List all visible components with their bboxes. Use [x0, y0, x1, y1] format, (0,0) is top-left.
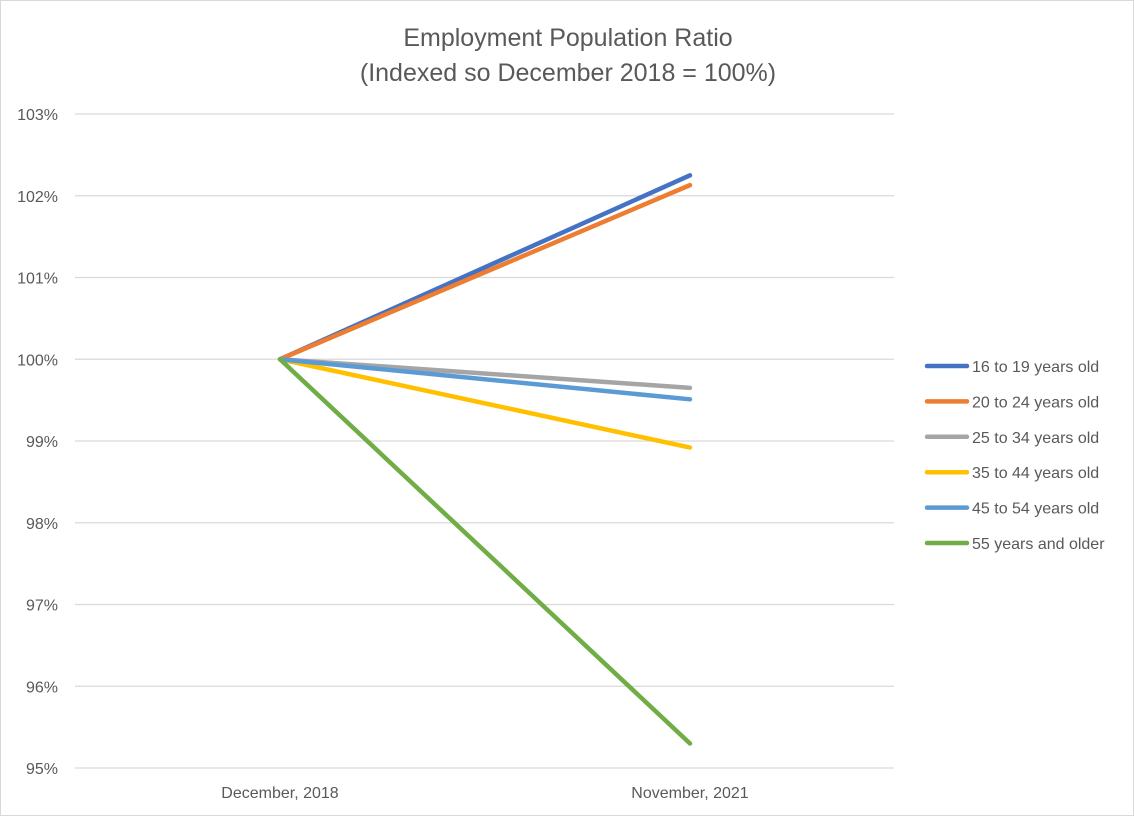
legend-label: 35 to 44 years old: [972, 465, 1099, 482]
y-tick-label: 99%: [26, 434, 58, 451]
legend: 16 to 19 years old 20 to 24 years old 25 t…: [924, 359, 1105, 553]
y-axis-ticks: 95% 96% 97% 98% 99% 100% 101% 102% 103%: [17, 107, 58, 778]
y-tick-label: 100%: [17, 352, 58, 369]
legend-label: 25 to 34 years old: [972, 430, 1099, 447]
chart-title: Employment Population Ratio: [403, 24, 732, 52]
series-line-1: [277, 182, 693, 362]
y-tick-label: 96%: [26, 679, 58, 696]
y-tick-label: 97%: [26, 598, 58, 615]
legend-label: 55 years and older: [972, 536, 1105, 553]
legend-label: 16 to 19 years old: [972, 359, 1099, 376]
series-lines: [277, 173, 693, 746]
x-tick-label: December, 2018: [221, 785, 339, 802]
y-tick-label: 101%: [17, 271, 58, 288]
x-tick-label: November, 2021: [631, 785, 749, 802]
gridlines: [75, 113, 894, 769]
legend-label: 45 to 54 years old: [972, 501, 1099, 518]
y-tick-label: 102%: [17, 189, 58, 206]
x-axis-ticks: December, 2018 November, 2021: [221, 785, 749, 802]
y-tick-label: 98%: [26, 516, 58, 533]
y-tick-label: 103%: [17, 107, 58, 124]
series-line-3: [277, 357, 693, 450]
series-line-5: [277, 357, 693, 746]
legend-label: 20 to 24 years old: [972, 394, 1099, 411]
y-tick-label: 95%: [26, 761, 58, 778]
chart-subtitle: (Indexed so December 2018 = 100%): [360, 59, 776, 87]
series-line-4: [277, 357, 693, 402]
